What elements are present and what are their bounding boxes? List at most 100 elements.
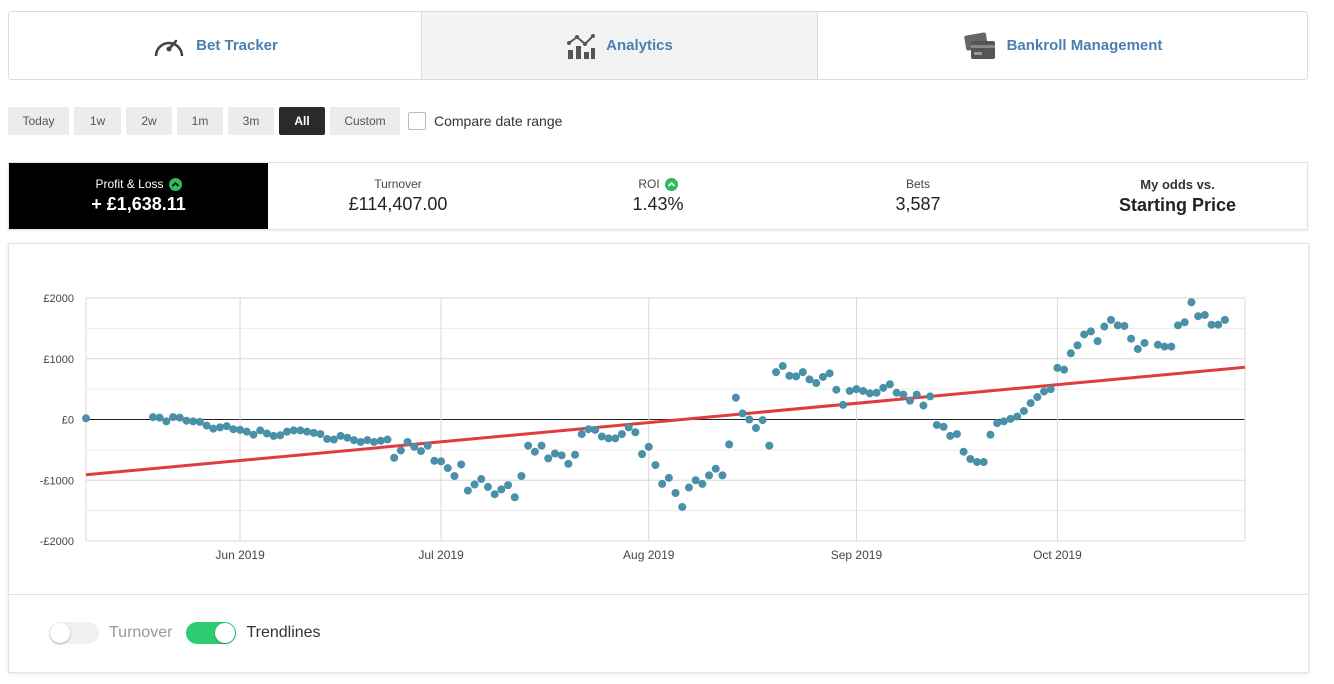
- stat-bets[interactable]: Bets 3,587: [788, 163, 1048, 229]
- stat-profit-loss[interactable]: Profit & Loss + £1,638.11: [9, 163, 268, 229]
- data-point: [718, 471, 727, 480]
- data-point: [939, 422, 948, 431]
- data-point: [276, 431, 285, 440]
- data-point: [1006, 414, 1015, 423]
- data-point: [973, 458, 982, 467]
- x-tick-label: Jul 2019: [418, 548, 464, 562]
- data-point: [577, 430, 586, 439]
- compare-date-range-label: Compare date range: [434, 113, 563, 129]
- data-point: [705, 471, 714, 480]
- chart-divider: [9, 594, 1308, 595]
- data-point: [457, 460, 466, 469]
- tab-analytics[interactable]: Analytics: [421, 12, 818, 79]
- data-point: [1073, 341, 1082, 350]
- tab-bankroll-management[interactable]: Bankroll Management: [818, 12, 1307, 79]
- speedometer-icon: [152, 32, 186, 60]
- date-range-selector: Today 1w 2w 1m 3m All Custom Compare dat…: [8, 107, 562, 135]
- data-point: [336, 431, 345, 440]
- data-point: [1194, 312, 1203, 321]
- data-point: [1153, 340, 1162, 349]
- y-tick-label: £2000: [43, 293, 74, 305]
- data-point: [269, 431, 278, 440]
- data-point: [1160, 342, 1169, 351]
- data-point: [450, 471, 459, 480]
- data-point: [303, 427, 312, 436]
- data-point: [959, 447, 968, 456]
- data-point: [1093, 337, 1102, 346]
- data-point: [1113, 321, 1122, 330]
- data-point: [859, 386, 868, 395]
- data-point: [537, 441, 546, 450]
- chart-toggles: Turnover Trendlines: [49, 622, 321, 644]
- data-point: [296, 426, 305, 435]
- tab-bet-tracker-label: Bet Tracker: [196, 37, 278, 54]
- data-point: [1013, 412, 1022, 421]
- range-1w-button[interactable]: 1w: [74, 107, 121, 135]
- range-1m-button[interactable]: 1m: [177, 107, 223, 135]
- data-point: [215, 423, 224, 432]
- data-point: [825, 369, 834, 378]
- data-point: [517, 471, 526, 480]
- trendline: [85, 365, 1246, 477]
- data-point: [1200, 311, 1209, 320]
- profit-loss-chart: £2000 £1000 £0 -£1000 -£2000 Jun 2019 Jul 2019…: [40, 293, 1246, 562]
- chevron-up-icon: [168, 177, 182, 191]
- turnover-toggle-label: Turnover: [109, 624, 173, 641]
- data-point: [544, 454, 553, 463]
- data-point: [557, 451, 566, 460]
- profit-loss-label: Profit & Loss: [95, 177, 164, 191]
- data-point: [209, 424, 218, 433]
- range-custom-button[interactable]: Custom: [330, 107, 400, 135]
- data-point: [865, 389, 874, 398]
- compare-date-range-checkbox[interactable]: [408, 112, 426, 130]
- data-point: [738, 409, 747, 418]
- data-point: [403, 437, 412, 446]
- stat-roi[interactable]: ROI 1.43%: [528, 163, 788, 229]
- data-point: [664, 473, 673, 482]
- data-point: [571, 450, 580, 459]
- trendlines-toggle[interactable]: [186, 622, 237, 644]
- data-point: [189, 417, 198, 426]
- data-point: [162, 417, 171, 426]
- data-point: [624, 423, 633, 432]
- data-point: [1207, 320, 1216, 329]
- stats-bar: Profit & Loss + £1,638.11 Turnover £114,…: [8, 162, 1308, 230]
- data-point: [416, 447, 425, 456]
- data-point: [316, 430, 325, 439]
- data-point: [383, 435, 392, 444]
- data-point: [684, 483, 693, 492]
- odds-label: My odds vs.: [1140, 176, 1215, 192]
- data-point: [530, 447, 539, 456]
- data-point: [745, 415, 754, 424]
- data-point: [490, 490, 499, 499]
- data-point: [832, 385, 841, 394]
- stat-turnover[interactable]: Turnover £114,407.00: [268, 163, 528, 229]
- tab-bet-tracker[interactable]: Bet Tracker: [9, 12, 421, 79]
- stat-odds-vs-sp[interactable]: My odds vs. Starting Price: [1048, 163, 1307, 229]
- data-point: [1019, 406, 1028, 415]
- data-point: [1053, 363, 1062, 372]
- main-tabs: Bet Tracker Analytics Bankroll Managemen…: [8, 11, 1308, 80]
- range-3m-button[interactable]: 3m: [228, 107, 274, 135]
- data-point: [443, 464, 452, 473]
- data-point: [1086, 327, 1095, 336]
- y-tick-label: £1000: [43, 354, 74, 366]
- data-point: [390, 453, 399, 462]
- data-point: [885, 380, 894, 389]
- data-point: [611, 434, 620, 443]
- data-point: [236, 425, 245, 434]
- profit-loss-value: + £1,638.11: [91, 194, 186, 214]
- range-all-button[interactable]: All: [279, 107, 325, 135]
- data-point: [1214, 320, 1223, 329]
- turnover-toggle[interactable]: [49, 622, 99, 644]
- data-point: [906, 396, 915, 405]
- data-point: [229, 425, 238, 434]
- data-point: [879, 383, 888, 392]
- range-2w-button[interactable]: 2w: [126, 107, 172, 135]
- data-point: [1180, 318, 1189, 327]
- range-today-button[interactable]: Today: [8, 107, 69, 135]
- data-point: [1026, 399, 1035, 408]
- data-point: [658, 479, 667, 488]
- data-point: [524, 441, 533, 450]
- turnover-value: £114,407.00: [348, 194, 448, 214]
